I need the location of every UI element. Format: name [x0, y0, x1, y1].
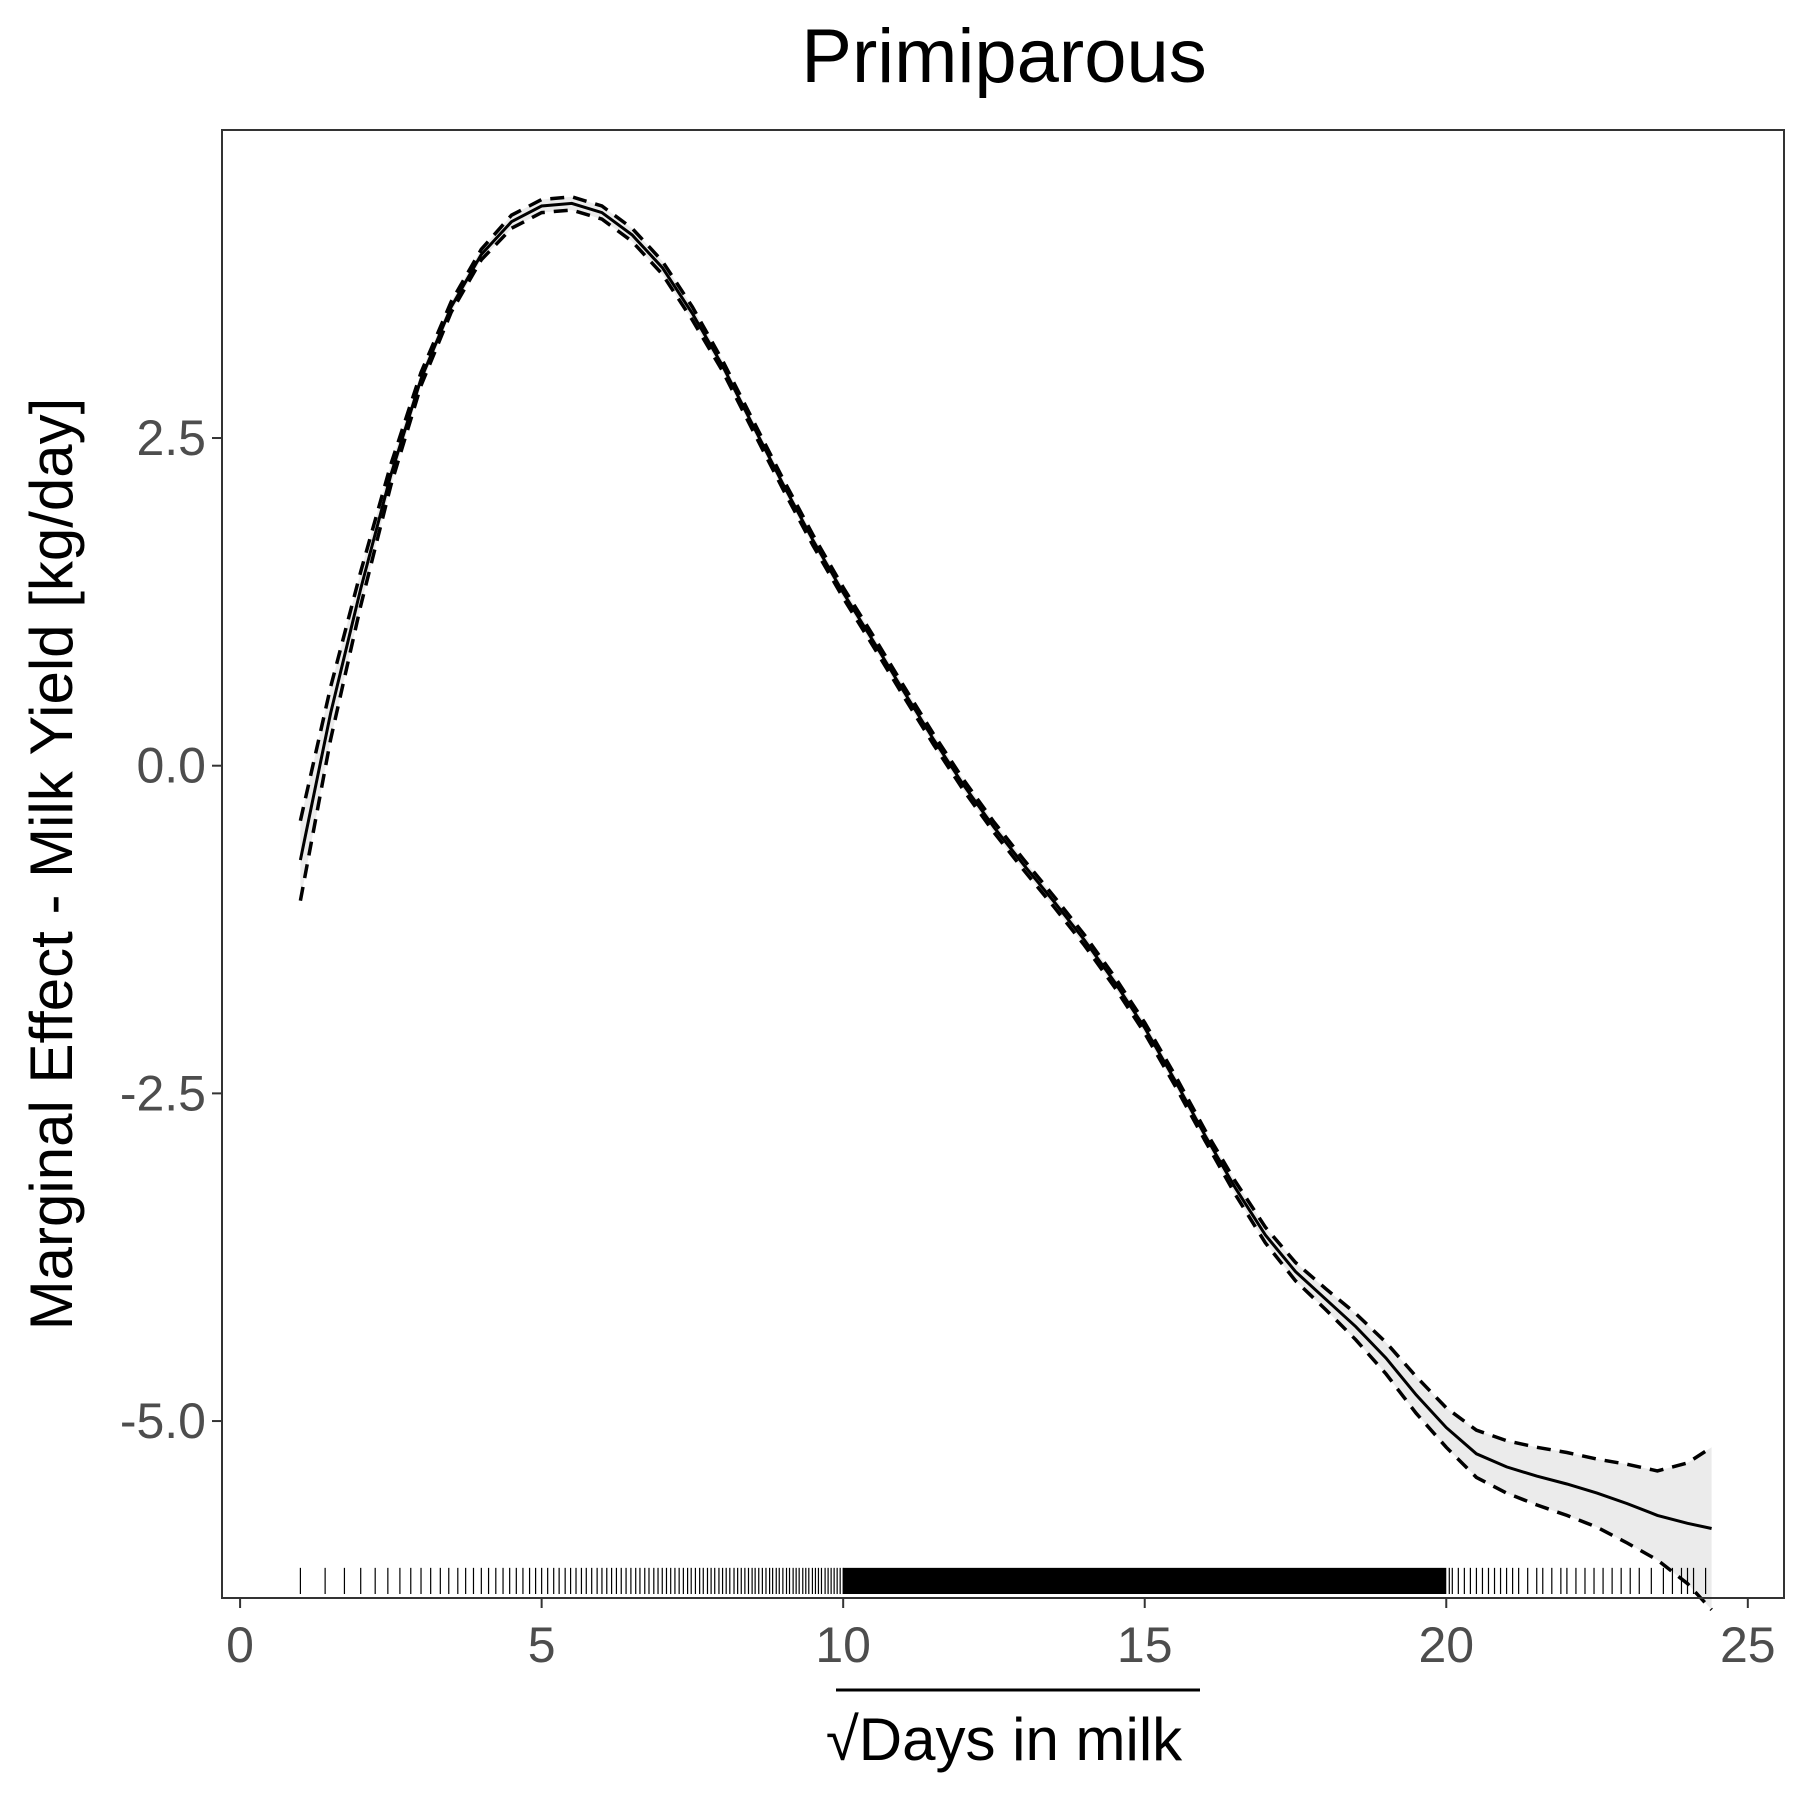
plot-border: [221, 129, 1785, 1599]
series-lower-ci-line: [298, 208, 1713, 1611]
confidence-band: [300, 196, 1712, 1610]
x-tick-label: 5: [528, 1617, 556, 1673]
x-tick-label: 10: [815, 1617, 871, 1673]
sqrt-symbol: √: [826, 1706, 859, 1773]
plot-area: [221, 129, 1785, 1611]
chart-title: Primiparous: [801, 14, 1206, 99]
x-tick-label: 0: [226, 1617, 254, 1673]
series-lines: [298, 195, 1713, 1611]
series-upper-ci-line: [298, 195, 1713, 1473]
x-tick-label: 15: [1117, 1617, 1173, 1673]
x-axis-title: √Days in milk: [826, 1706, 1183, 1773]
rug-marks: [299, 1567, 1707, 1594]
series-estimate-line: [298, 201, 1712, 1530]
plot-background: [222, 130, 1784, 1598]
x-tick-label: 20: [1418, 1617, 1474, 1673]
x-tick-label: 25: [1720, 1617, 1776, 1673]
rug-dense-block: [843, 1567, 1447, 1594]
y-tick-label: 2.5: [136, 410, 206, 466]
y-tick-label: -5.0: [120, 1393, 206, 1449]
y-axis-title: Marginal Effect - Milk Yield [kg/day]: [18, 398, 85, 1331]
y-tick-label: -2.5: [120, 1065, 206, 1121]
x-axis: 0 5 10 15 20 25: [226, 1598, 1776, 1673]
y-tick-label: 0.0: [136, 738, 206, 794]
x-axis-label: Days in milk: [859, 1706, 1183, 1773]
y-axis: 2.5 0.0 -2.5 -5.0: [120, 410, 222, 1449]
